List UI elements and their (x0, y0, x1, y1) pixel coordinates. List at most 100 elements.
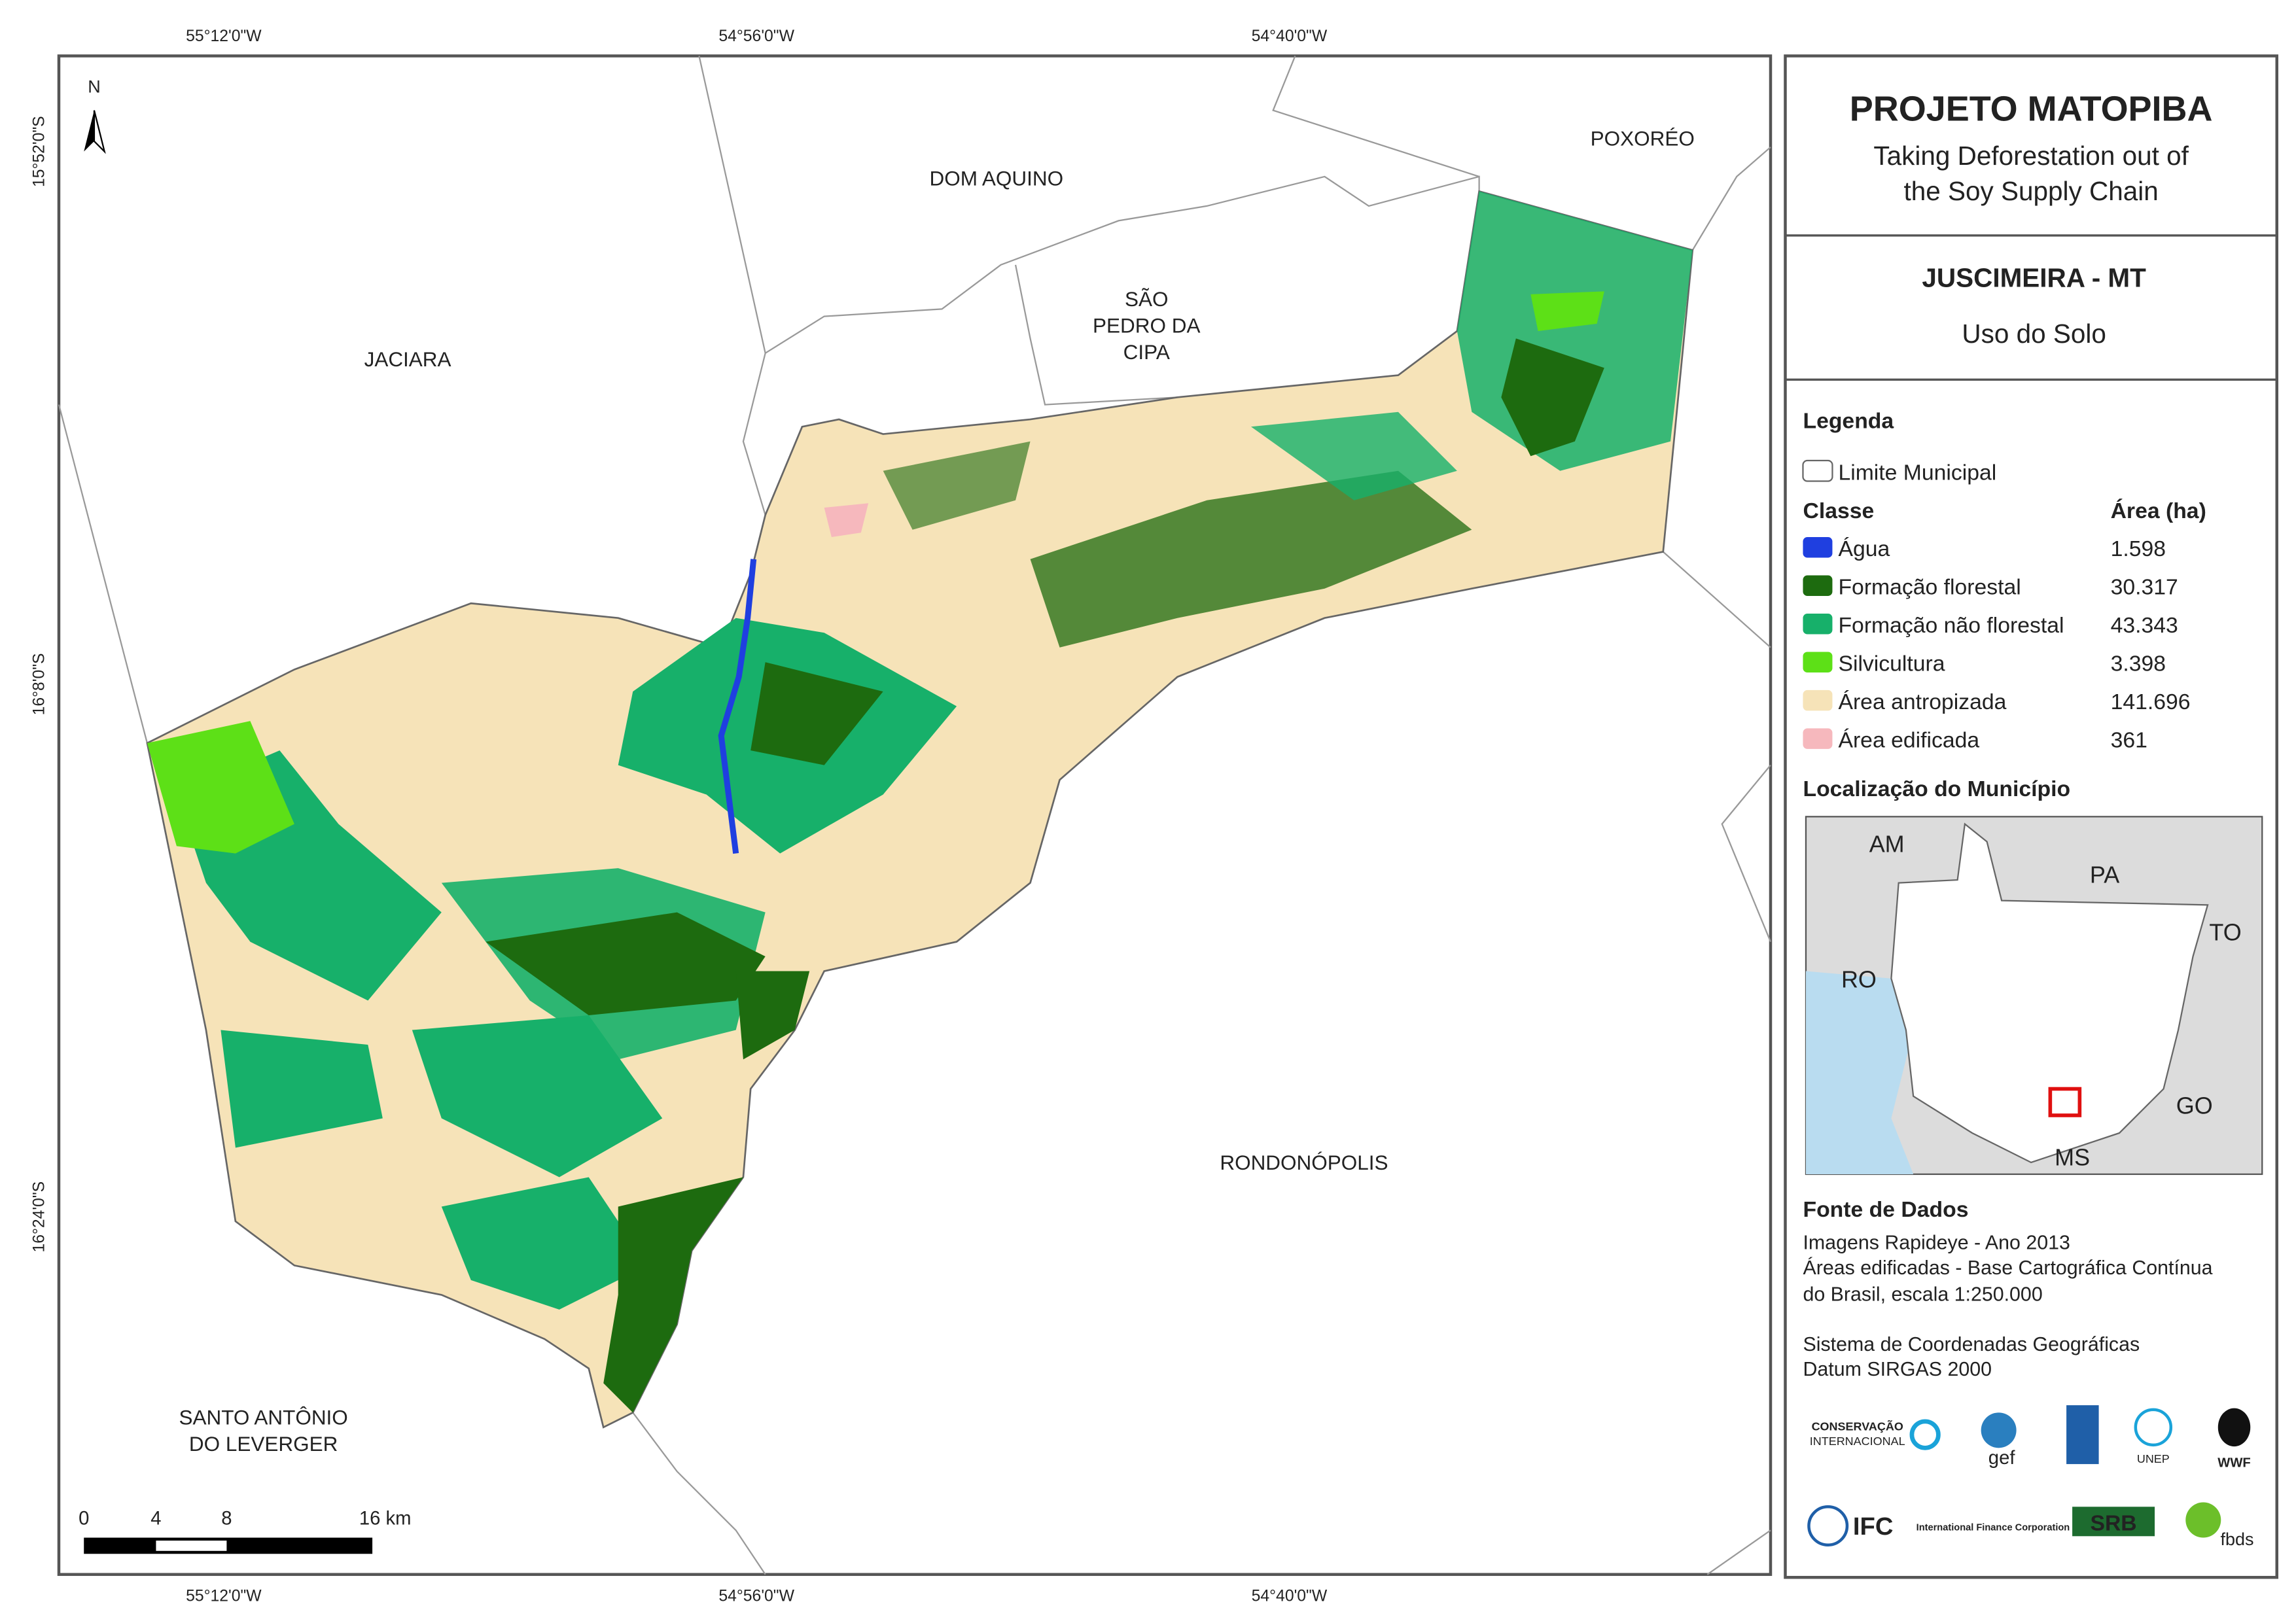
location-heading: Localização do Município (1803, 777, 2070, 801)
class-area: 30.317 (2111, 575, 2178, 600)
logo-text: UNEP (2137, 1452, 2170, 1465)
place-label: SÃO (1125, 287, 1169, 311)
patch (883, 441, 1031, 530)
scale-label: 8 (221, 1508, 232, 1529)
class-name: Área edificada (1838, 728, 1979, 753)
boundary (1721, 764, 1772, 942)
place-label: DO LEVERGER (189, 1432, 338, 1456)
boundary (1014, 264, 1178, 406)
logo-text: fbds (2221, 1529, 2254, 1549)
class-name: Formação florestal (1838, 575, 2021, 600)
logo-text: IFC (1853, 1512, 1894, 1541)
scale-label: 4 (150, 1508, 161, 1529)
patch (824, 503, 869, 538)
logo-text: gef (1988, 1448, 2016, 1469)
class-name: Silvicultura (1838, 652, 1945, 676)
place-label: JACIARA (364, 347, 451, 371)
boundary (1272, 56, 1479, 177)
north-arrow: N (84, 77, 106, 154)
class-area: 3.398 (2111, 652, 2166, 676)
class-swatch (1803, 613, 1833, 635)
logos: CONSERVAÇÃO INTERNACIONAL gef UNEP WWF I… (1807, 1405, 2254, 1549)
legend-heading: Legenda (1803, 409, 1894, 434)
patch (735, 971, 810, 1060)
patch (603, 1177, 743, 1413)
municipality: JUSCIMEIRA - MT (1922, 263, 2146, 293)
source-line: Sistema de Coordenadas Geográficas (1803, 1334, 2140, 1355)
scale-label: 16 km (359, 1508, 412, 1529)
place-label: RONDONÓPOLIS (1220, 1151, 1388, 1174)
coord-label: 54°56'0"W (718, 27, 794, 45)
coord-label: 16°8'0"S (30, 653, 48, 715)
patch (1030, 470, 1472, 648)
source-line: Datum SIRGAS 2000 (1803, 1359, 1992, 1380)
inset-label: TO (2209, 918, 2241, 945)
inset-marker (2048, 1087, 2082, 1117)
class-swatch (1803, 652, 1833, 672)
map-frame: N 55°12'0"W 54°56'0"W 54°40'0"W 55°12'0"… (30, 27, 1773, 1605)
coord-label: 55°12'0"W (186, 27, 262, 45)
boundary (58, 404, 149, 744)
scale-bar: 0 4 8 16 km (79, 1508, 411, 1554)
class-area: 43.343 (2111, 613, 2178, 638)
coord-label: 15°52'0"S (30, 116, 48, 187)
place-label: DOM AQUINO (929, 166, 1063, 190)
class-header: Classe (1803, 498, 1874, 523)
class-swatch (1803, 575, 1833, 596)
logo-mark (1807, 1505, 1849, 1547)
patch (1501, 338, 1604, 457)
source-line: do Brasil, escala 1:250.000 (1803, 1283, 2042, 1305)
legend-label: Limite Municipal (1838, 460, 1996, 485)
source-line: Imagens Rapideye - Ano 2013 (1803, 1232, 2070, 1254)
coord-label: 55°12'0"W (186, 1587, 262, 1605)
location-inset: AM PA TO RO GO MS (1805, 816, 2263, 1176)
scale-label: 0 (79, 1508, 89, 1529)
class-list: Água 1.598 Formação florestal 30.317 Formaçã… (1803, 536, 2191, 753)
patch (486, 912, 766, 1016)
patch (751, 662, 883, 765)
class-area: 361 (2111, 728, 2147, 753)
north-label: N (88, 77, 101, 97)
boundary (632, 1412, 766, 1575)
coord-label: 54°40'0"W (1252, 1587, 1328, 1605)
sources-heading: Fonte de Dados (1803, 1197, 1968, 1222)
logo-text: SRB (2090, 1510, 2136, 1535)
logo-mark (2134, 1408, 2173, 1447)
logo-mark (1981, 1412, 2017, 1448)
logo-mark (2217, 1408, 2251, 1447)
panel-subtitle: Taking Deforestation out of (1873, 141, 2189, 171)
boundary-swatch (1802, 459, 1833, 482)
logo-mark (2066, 1405, 2099, 1465)
inset-label: PA (2090, 862, 2119, 888)
class-swatch (1803, 728, 1833, 749)
class-swatch (1803, 537, 1833, 558)
logo-text: CONSERVAÇÃO (1812, 1419, 1903, 1433)
panel-subtitle: the Soy Supply Chain (1904, 176, 2159, 206)
class-name: Área antropizada (1838, 689, 2006, 714)
inset-label: RO (1841, 966, 1877, 992)
logo-text: INTERNACIONAL (1810, 1435, 1905, 1448)
inset-water (1805, 971, 1914, 1174)
arrow-half (84, 110, 94, 152)
patch (441, 1177, 648, 1310)
logo-mark (2072, 1507, 2155, 1537)
logo-text: WWF (2217, 1456, 2251, 1471)
place-label: CIPA (1123, 340, 1170, 364)
place-label: POXORÉO (1591, 127, 1695, 150)
theme: Uso do Solo (1962, 319, 2106, 349)
logo-mark (2185, 1502, 2221, 1538)
patch (147, 721, 294, 854)
river (718, 559, 757, 854)
coord-label: 54°56'0"W (718, 1587, 794, 1605)
place-labels: DOM AQUINO POXORÉO SÃO PEDRO DA CIPA JAC… (179, 127, 1694, 1456)
place-label: PEDRO DA (1093, 313, 1200, 337)
scale-segment (84, 1537, 373, 1554)
patch (221, 1030, 383, 1148)
class-swatch (1803, 689, 1833, 711)
coord-label: 54°40'0"W (1252, 27, 1328, 45)
scale-segment (156, 1541, 227, 1551)
class-name: Formação não florestal (1838, 613, 2064, 638)
logo-mark (1909, 1419, 1941, 1450)
arrow-half (93, 110, 106, 154)
panel-title: PROJETO MATOPIBA (1850, 89, 2213, 128)
